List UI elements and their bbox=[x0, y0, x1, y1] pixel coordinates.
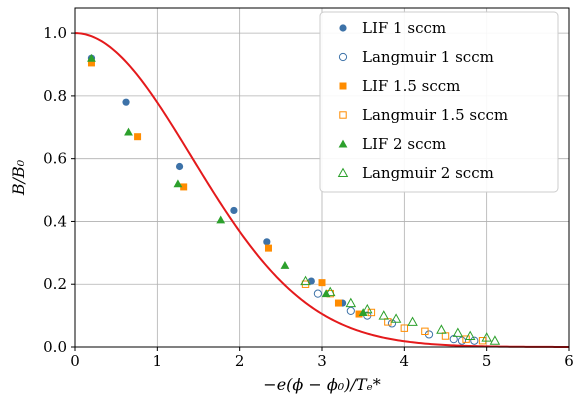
x-tick-label: 0 bbox=[70, 352, 80, 370]
lif-1-sccm-point bbox=[122, 98, 130, 106]
legend: LIF 1 sccm Langmuir 1 sccm LIF 1.5 sccm Lan… bbox=[319, 11, 559, 193]
langmuir-1-5-sccm-point bbox=[421, 327, 429, 336]
legend-marker-langmuir-1-5-sccm bbox=[339, 111, 347, 119]
legend-marker-lif-1-5-sccm bbox=[339, 82, 347, 90]
legend-label-langmuir-2-sccm: Langmuir 2 sccm bbox=[362, 164, 494, 182]
lif-1-5-sccm-point bbox=[134, 133, 142, 141]
langmuir-1-5-sccm-point bbox=[441, 332, 450, 340]
x-tick-label: 2 bbox=[235, 352, 245, 370]
lif-1-5-sccm-point bbox=[87, 59, 95, 67]
langmuir-2-sccm-point bbox=[407, 316, 418, 326]
y-tick-label: 0.0 bbox=[43, 338, 67, 356]
lif-1-5-sccm-point bbox=[334, 299, 342, 307]
y-tick-label: 0.8 bbox=[43, 87, 67, 105]
data-points-layer bbox=[87, 53, 501, 345]
legend-label-langmuir-1-sccm: Langmuir 1 sccm bbox=[362, 48, 494, 66]
legend-marker-langmuir-1-sccm bbox=[338, 52, 348, 62]
langmuir-2-sccm-point bbox=[378, 310, 389, 320]
langmuir-2-sccm-point bbox=[436, 324, 447, 334]
lif-1-5-sccm-point bbox=[318, 279, 326, 287]
x-tick-label: 5 bbox=[482, 352, 492, 370]
lif-2-sccm-point bbox=[216, 215, 226, 224]
y-tick-label: 0.2 bbox=[43, 275, 67, 293]
langmuir-2-sccm-point bbox=[390, 313, 402, 323]
x-tick-label: 3 bbox=[317, 352, 327, 370]
langmuir-1-5-sccm-point bbox=[384, 318, 392, 326]
lif-1-5-sccm-point bbox=[180, 183, 188, 191]
lif-1-sccm-point bbox=[175, 162, 184, 171]
langmuir-2-sccm-point bbox=[481, 332, 492, 342]
langmuir-2-sccm-point bbox=[324, 286, 336, 297]
lif-1-sccm-point bbox=[230, 206, 238, 215]
legend-label-langmuir-1-5-sccm: Langmuir 1.5 sccm bbox=[362, 106, 508, 124]
legend-label-lif-1-sccm: LIF 1 sccm bbox=[362, 19, 446, 37]
model-curve-line bbox=[74, 32, 569, 348]
y-axis-label: B/B₀ bbox=[9, 159, 28, 196]
y-tick-label: 0.4 bbox=[43, 212, 67, 230]
y-tick-label: 1.0 bbox=[43, 24, 67, 42]
langmuir-2-sccm-point bbox=[300, 275, 311, 286]
model-curve-layer bbox=[74, 32, 569, 348]
langmuir-1-sccm-point bbox=[387, 319, 397, 328]
legend-label-lif-1-5-sccm: LIF 1.5 sccm bbox=[362, 77, 460, 95]
lif-1-5-sccm-point bbox=[355, 310, 363, 318]
langmuir-1-sccm-point bbox=[457, 336, 467, 345]
langmuir-2-sccm-point bbox=[489, 335, 501, 345]
langmuir-2-sccm-point bbox=[464, 330, 476, 341]
lif-2-sccm-point bbox=[87, 53, 96, 62]
x-axis-label: −e(ϕ − ϕ₀)/Tₑ* bbox=[263, 375, 380, 394]
lif-2-sccm-point bbox=[173, 179, 183, 188]
lif-2-sccm-point bbox=[280, 260, 290, 269]
legend-marker-lif-1-sccm bbox=[339, 24, 347, 32]
legend-box bbox=[319, 11, 559, 193]
langmuir-1-sccm-point bbox=[313, 289, 322, 298]
legend-marker-langmuir-2-sccm bbox=[337, 167, 349, 178]
langmuir-1-5-sccm-point bbox=[400, 324, 409, 332]
axis-ticks: 0 1 2 3 4 5 6 0.0 0.2 0.4 0.6 0.8 1.0 bbox=[43, 24, 574, 370]
lif-1-5-sccm-point bbox=[264, 244, 272, 252]
x-tick-label: 4 bbox=[400, 352, 410, 370]
langmuir-1-sccm-point bbox=[470, 336, 479, 345]
lif-1-sccm-point bbox=[263, 238, 271, 246]
langmuir-2-sccm-point bbox=[362, 303, 373, 314]
langmuir-1-sccm-point bbox=[346, 306, 355, 316]
lif-2-sccm-point bbox=[124, 127, 133, 136]
langmuir-2-sccm-point bbox=[452, 327, 464, 337]
langmuir-2-sccm-point bbox=[345, 297, 357, 308]
y-tick-label: 0.6 bbox=[43, 150, 67, 168]
legend-marker-lif-2-sccm bbox=[338, 139, 348, 148]
x-tick-label: 6 bbox=[564, 352, 574, 370]
legend-label-lif-2-sccm: LIF 2 sccm bbox=[362, 135, 446, 153]
x-tick-label: 1 bbox=[153, 352, 163, 370]
